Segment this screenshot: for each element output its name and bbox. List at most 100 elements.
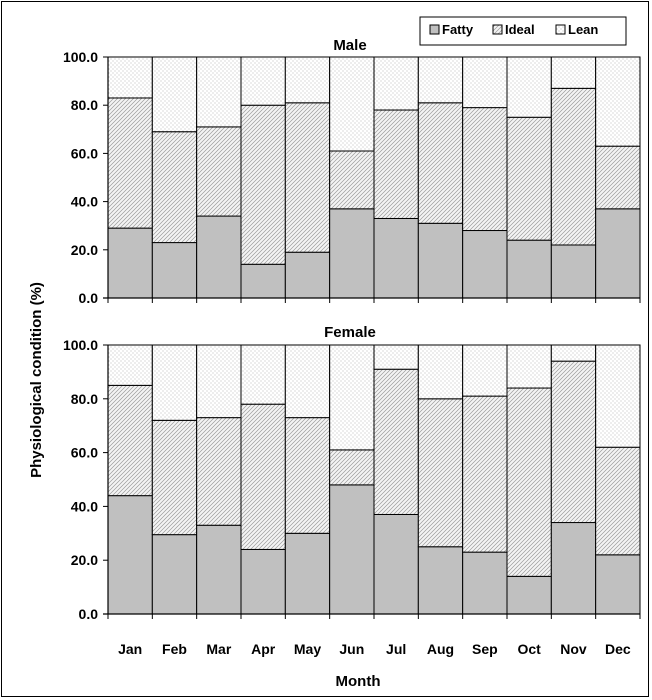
bar-ideal-aug [417,398,464,548]
bar-ideal-oct [506,387,552,577]
bar-fatty-jan [107,495,153,615]
x-tick-label: Sep [472,641,498,657]
bar-ideal-jul [373,368,419,515]
y-tick-label: 20.0 [71,242,98,258]
bar-lean-jul [373,56,419,111]
bar-ideal-sep [462,107,508,232]
bar-lean-jan [107,344,153,386]
bar-fatty-oct [506,239,552,299]
legend-box [419,16,627,46]
bar-fatty-jan [107,227,153,299]
bar-ideal-jan [107,384,153,497]
legend-swatch-lean [555,24,566,35]
bar-lean-feb [151,344,198,421]
x-axis-title: Month [336,673,381,690]
bar-ideal-dec [595,145,641,210]
y-tick-label: 40.0 [71,498,98,514]
x-tick-label: Jun [339,641,364,657]
bar-lean-apr [240,56,286,106]
x-tick-label: May [294,641,321,657]
bar-ideal-aug [417,102,464,224]
x-tick-label: Jan [118,641,142,657]
bar-fatty-oct [506,575,552,615]
bar-fatty-dec [595,208,641,299]
bar-ideal-mar [196,417,242,526]
y-tick-label: 40.0 [71,194,98,210]
bar-fatty-feb [151,242,198,299]
bar-ideal-jul [373,109,419,219]
bar-fatty-may [284,532,331,615]
x-tick-label: Jul [386,641,406,657]
y-tick-label: 100.0 [63,49,98,65]
x-tick-label: Nov [560,641,587,657]
bar-ideal-may [284,417,331,534]
bar-fatty-mar [196,215,242,299]
legend-label-fatty: Fatty [442,22,474,37]
x-tick-label: Dec [605,641,631,657]
bar-fatty-apr [240,263,286,299]
x-tick-label: Apr [251,641,276,657]
bar-lean-jun [329,344,375,451]
bar-lean-aug [417,344,464,400]
bar-ideal-feb [151,419,198,536]
bar-lean-oct [506,56,552,118]
panel-female: 0.0 20.0 40.0 60.0 80.0 100.0 Female Jan Feb Mar A… [63,324,641,657]
panel-title: Male [333,37,366,54]
legend-label-lean: Lean [568,22,598,37]
bar-ideal-sep [462,395,508,553]
y-tick-label: 60.0 [71,145,98,161]
bar-ideal-apr [240,104,286,265]
bar-lean-dec [595,344,641,448]
bar-ideal-feb [151,131,198,244]
y-tick-label: 100.0 [63,337,98,353]
bar-lean-mar [196,344,242,419]
bar-fatty-aug [417,546,464,615]
bar-fatty-sep [462,230,508,299]
y-tick-label: 80.0 [71,391,98,407]
panel-male: 0.0 20.0 40.0 60.0 80.0 100.0 Male [63,37,641,306]
y-tick-label: 0.0 [79,606,99,622]
bar-fatty-jul [373,217,419,299]
bar-lean-apr [240,344,286,405]
bar-fatty-jun [329,484,375,615]
bar-fatty-feb [151,534,198,615]
bar-fatty-jun [329,208,375,299]
bar-fatty-nov [550,244,597,299]
bar-ideal-jun [329,150,375,210]
bar-fatty-apr [240,548,286,615]
bar-lean-jan [107,56,153,99]
bar-lean-may [284,344,331,419]
legend: Fatty Ideal Lean [419,16,627,46]
legend-swatch-ideal [492,24,503,35]
x-tick-label: Feb [162,641,187,657]
bar-lean-aug [417,56,464,104]
bar-lean-dec [595,56,641,147]
bar-lean-nov [550,56,597,89]
bar-ideal-dec [595,446,641,556]
bar-fatty-nov [550,522,597,615]
bar-ideal-nov [550,360,597,524]
x-tick-label: Mar [206,641,231,657]
bar-fatty-sep [462,551,508,615]
bar-ideal-jun [329,449,375,486]
bar-ideal-apr [240,403,286,550]
bar-fatty-mar [196,524,242,615]
y-axis-title: Physiological condition (%) [28,282,45,478]
bar-ideal-jan [107,97,153,229]
bar-lean-sep [462,344,508,397]
y-tick-label: 80.0 [71,97,98,113]
y-tick-label: 60.0 [71,445,98,461]
bar-ideal-mar [196,126,242,217]
bar-lean-jun [329,56,375,152]
bar-lean-feb [151,56,198,133]
bar-ideal-oct [506,116,552,241]
bar-fatty-dec [595,554,641,615]
bar-lean-nov [550,344,597,362]
x-tick-label: Oct [517,641,541,657]
panel-title: Female [324,324,376,341]
legend-swatch-fatty [429,24,440,35]
bar-fatty-aug [417,222,464,299]
bar-lean-mar [196,56,242,128]
